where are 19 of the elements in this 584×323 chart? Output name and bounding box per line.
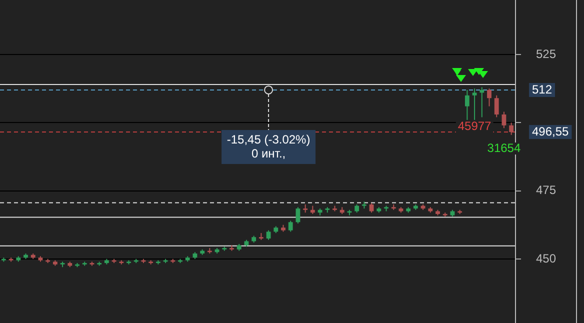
ref-line-label: 496,55 bbox=[532, 124, 570, 138]
candlestick bbox=[472, 88, 477, 120]
candlestick bbox=[464, 89, 470, 120]
annotation: 31654 bbox=[487, 140, 521, 155]
annotation: -15,45 (-3.02%) bbox=[226, 132, 310, 146]
candlestick bbox=[494, 94, 499, 118]
y-tick-label: 475 bbox=[536, 183, 556, 198]
ref-line-label: 512 bbox=[532, 82, 552, 96]
candlestick bbox=[480, 86, 484, 118]
candlestick bbox=[266, 230, 271, 240]
candlestick bbox=[487, 88, 492, 107]
candlestick bbox=[502, 111, 506, 129]
candlestick bbox=[288, 220, 293, 232]
y-tick-label: 450 bbox=[536, 251, 556, 266]
y-tick-label: 525 bbox=[536, 46, 556, 61]
candlestick bbox=[296, 206, 300, 224]
candlestick bbox=[509, 122, 514, 136]
annotation: 45977 bbox=[458, 118, 492, 133]
annotation: 0 инт., bbox=[251, 146, 286, 160]
